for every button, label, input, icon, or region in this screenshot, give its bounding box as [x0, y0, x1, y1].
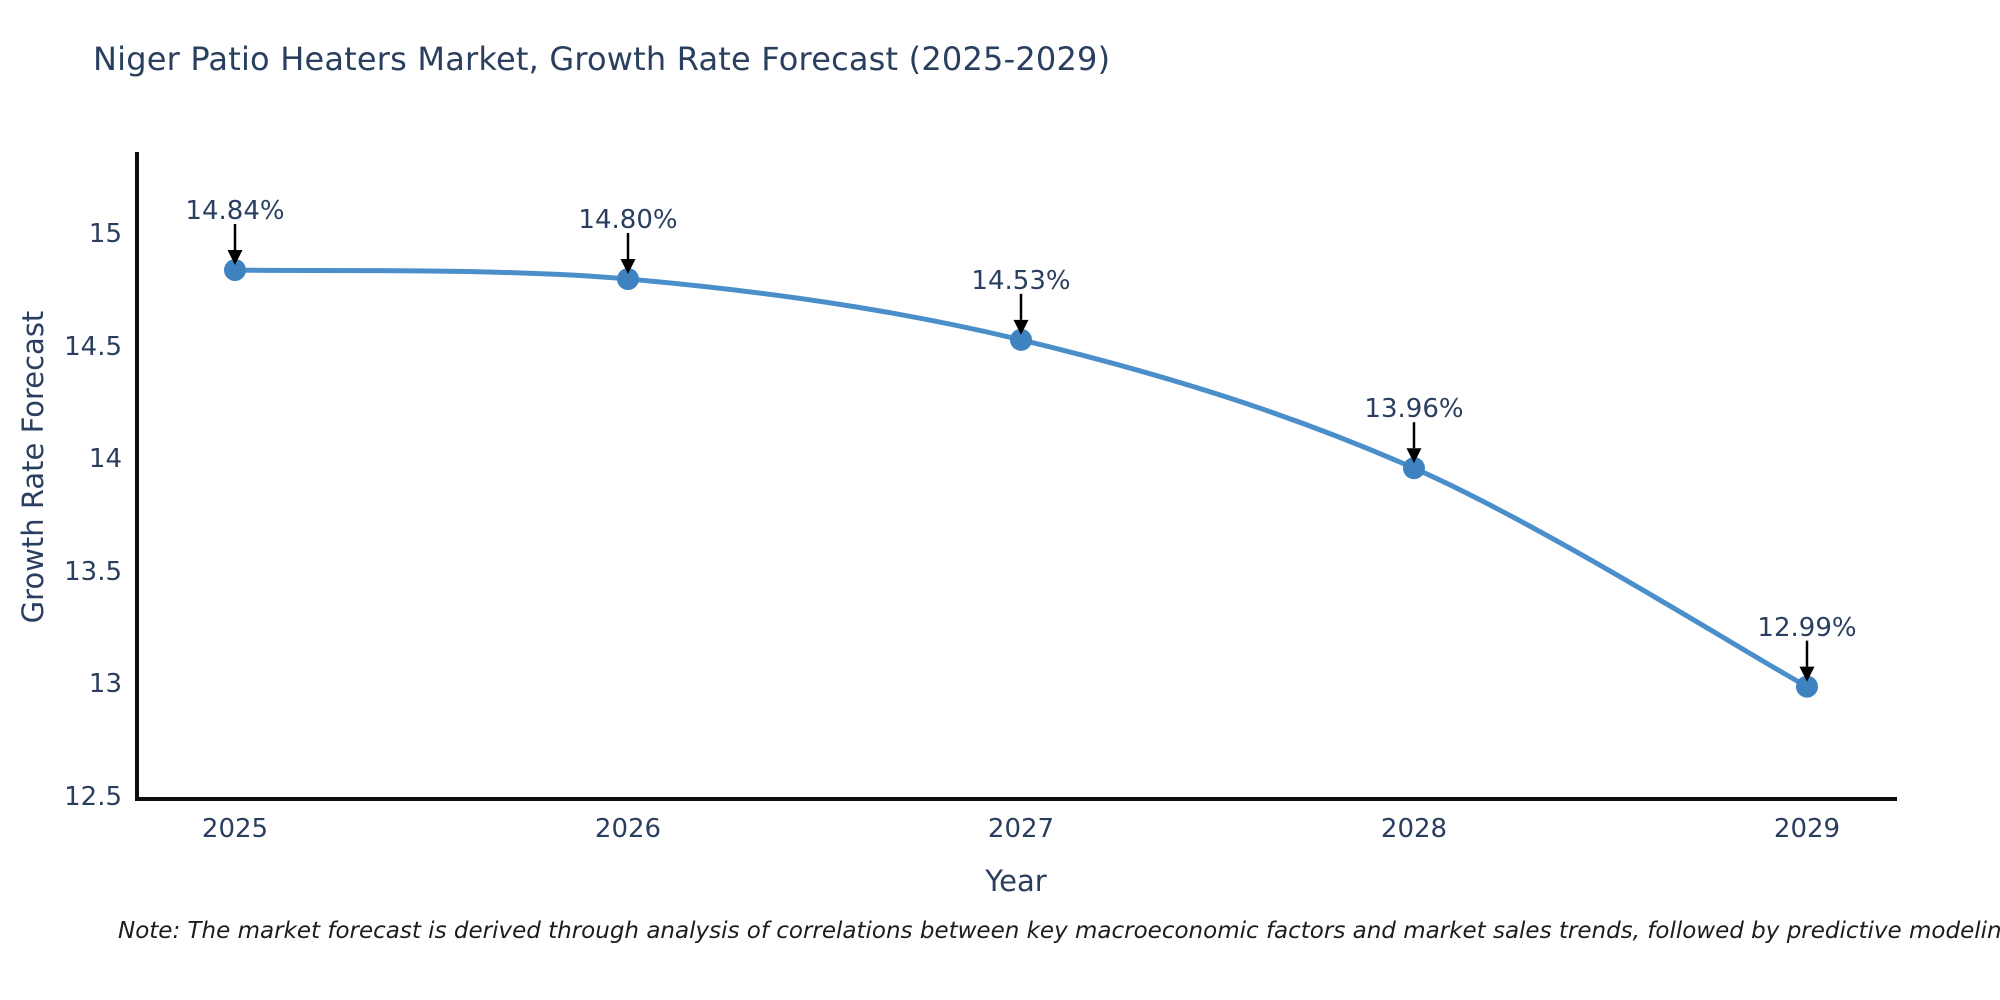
y-tick-label: 15: [88, 219, 122, 249]
point-annotation-label: 12.99%: [1757, 612, 1857, 643]
note-text: Note: The market forecast is derived thr…: [118, 918, 2000, 944]
chart-title: Niger Patio Heaters Market, Growth Rate …: [93, 40, 1111, 78]
y-tick-label: 14.5: [64, 331, 122, 362]
y-tick-label: 13.5: [64, 556, 122, 587]
x-tick-label: 2029: [1773, 814, 1841, 844]
data-point-marker: [1403, 457, 1425, 480]
point-annotation-label: 13.96%: [1364, 394, 1464, 425]
x-tick-label: 2028: [1380, 814, 1448, 844]
x-axis-title: Year: [985, 864, 1047, 898]
data-point-marker: [617, 268, 639, 291]
axes-group: [135, 152, 1897, 801]
y-tick-label: 14: [88, 444, 122, 475]
data-point-marker: [224, 259, 246, 282]
data-point-marker: [1796, 675, 1818, 698]
annotation-arrow-head: [1406, 448, 1422, 464]
x-tick-label: 2026: [594, 814, 662, 844]
annotation-arrow-head: [1013, 319, 1029, 335]
annotation-arrow-head: [227, 250, 243, 266]
point-annotation-label: 14.80%: [578, 205, 678, 236]
annotation-arrow-head: [620, 259, 636, 275]
annotation-arrow-head: [1799, 666, 1815, 682]
x-tick-label: 2025: [201, 814, 269, 844]
point-annotation-label: 14.84%: [185, 196, 285, 227]
data-point-marker: [1010, 328, 1032, 351]
x-tick-label: 2027: [987, 814, 1055, 844]
y-tick-label: 13: [88, 669, 122, 700]
y-tick-label: 12.5: [64, 782, 122, 812]
point-annotation-label: 14.53%: [971, 265, 1071, 296]
annotation-arrows-group: [227, 224, 1815, 682]
line-series-group: [224, 259, 1818, 698]
